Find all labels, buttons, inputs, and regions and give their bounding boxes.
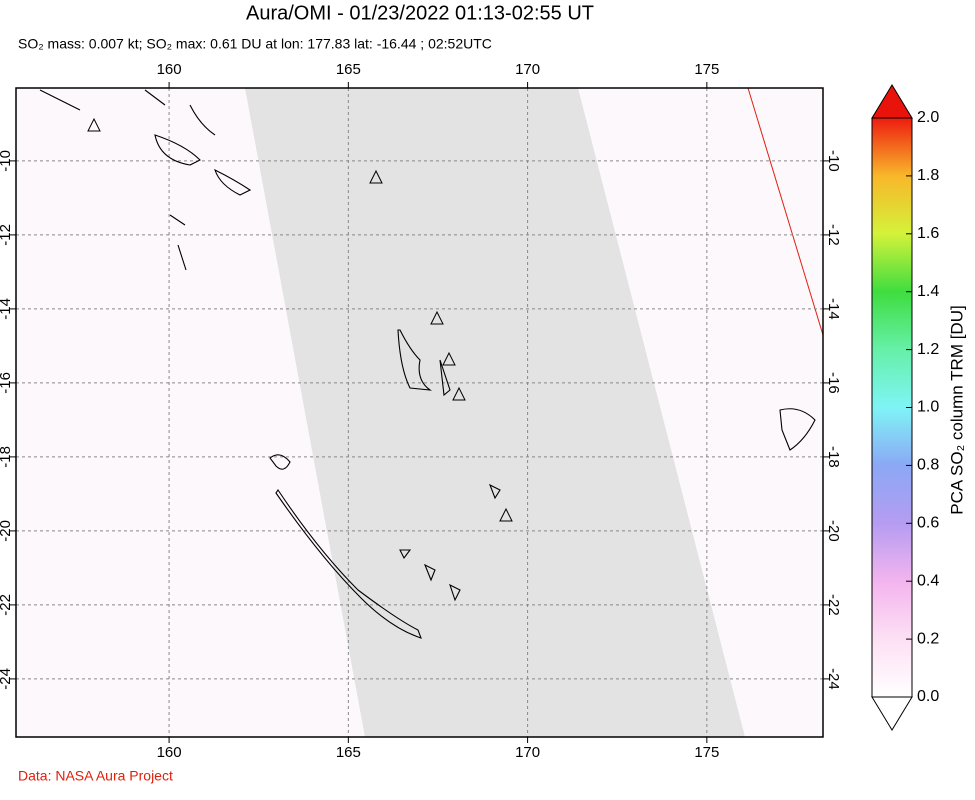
- colorbar-tick-label: 1.2: [917, 341, 939, 358]
- x-tick-label: 165: [336, 61, 361, 78]
- colorbar-tick-label: 1.0: [917, 399, 939, 416]
- x-tick-label: 175: [694, 61, 719, 78]
- colorbar-tick-label: 0.2: [917, 630, 939, 647]
- y-tick-label: -12: [0, 224, 14, 246]
- map-area: [16, 88, 823, 737]
- footer: Data: NASA Aura Project: [18, 768, 173, 784]
- y-tick-label: -24: [825, 668, 842, 690]
- colorbar-tick-label: 2.0: [917, 109, 939, 126]
- y-tick-label: -24: [0, 668, 14, 690]
- y-tick-label: -20: [0, 520, 14, 542]
- x-tick-label: 160: [157, 744, 182, 761]
- y-tick-label: -18: [825, 446, 842, 468]
- colorbar-tick-label: 1.4: [917, 283, 939, 300]
- x-tick-label: 170: [515, 61, 540, 78]
- x-tick-label: 170: [515, 744, 540, 761]
- colorbar-max-arrow: [871, 84, 913, 119]
- colorbar-tick-label: 0.0: [917, 688, 939, 705]
- colorbar-tick-label: 0.6: [917, 515, 939, 532]
- x-tick-label: 175: [694, 744, 719, 761]
- x-tick-label: 165: [336, 744, 361, 761]
- y-tick-label: -22: [825, 594, 842, 616]
- boundary-line: [747, 88, 823, 336]
- y-tick-label: -14: [825, 298, 842, 320]
- title: Aura/OMI - 01/23/2022 01:13-02:55 UT: [246, 2, 594, 24]
- y-tick-label: -16: [825, 372, 842, 394]
- colorbar-tick-label: 0.8: [917, 457, 939, 474]
- colorbar-tick-label: 0.4: [917, 572, 939, 589]
- map-frame: [15, 87, 824, 738]
- y-tick-label: -14: [0, 298, 14, 320]
- subtitle: SO₂ mass: 0.007 kt; SO₂ max: 0.61 DU at …: [18, 36, 492, 52]
- y-tick-label: -12: [825, 224, 842, 246]
- y-tick-label: -10: [0, 150, 14, 172]
- colorbar-tick-label: 1.6: [917, 225, 939, 242]
- y-tick-label: -18: [0, 446, 14, 468]
- coastline: [779, 408, 816, 451]
- y-tick-label: -22: [0, 594, 14, 616]
- colorbar-label: PCA SO₂ column TRM [DU]: [947, 305, 966, 514]
- colorbar-min-arrow: [871, 696, 913, 731]
- colorbar-tick-label: 1.8: [917, 167, 939, 184]
- colorbar: [871, 117, 913, 698]
- swath: [245, 88, 745, 737]
- volcano-markers: [87, 117, 513, 522]
- coastline: [269, 454, 422, 639]
- x-tick-label: 160: [157, 61, 182, 78]
- y-tick-label: -16: [0, 372, 14, 394]
- coastline: [39, 89, 252, 271]
- coastline: [397, 329, 501, 602]
- y-tick-label: -10: [825, 150, 842, 172]
- y-tick-label: -20: [825, 520, 842, 542]
